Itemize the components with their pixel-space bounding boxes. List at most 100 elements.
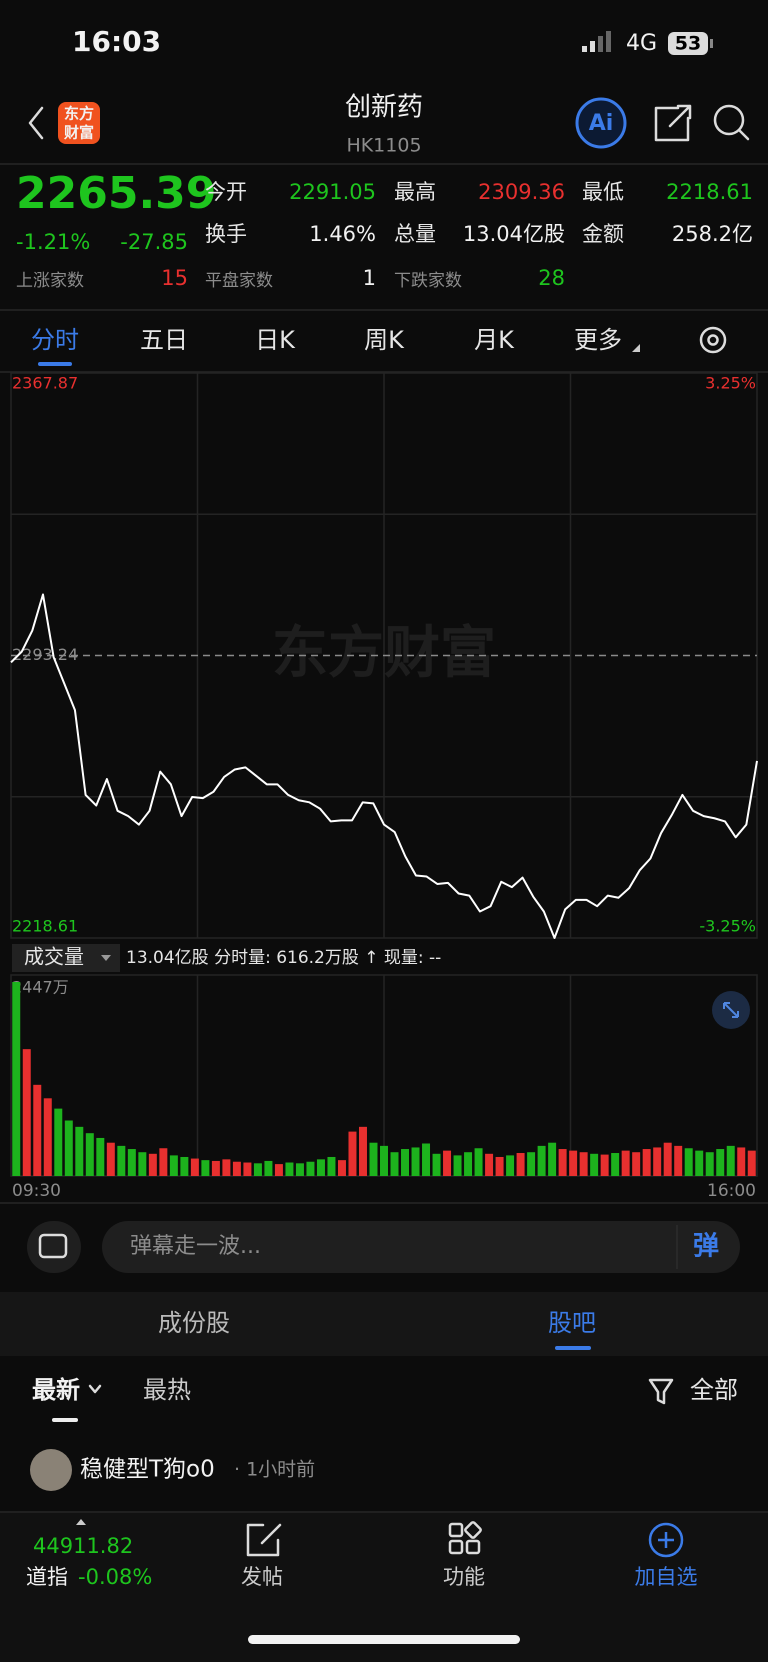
post-author[interactable]: 稳健型T狗o0 — [80, 1457, 215, 1483]
section-tab[interactable]: 股吧 — [548, 1309, 596, 1337]
search-button[interactable] — [713, 104, 750, 141]
network-type: 4G — [626, 31, 657, 56]
volume-bar — [337, 1160, 346, 1176]
volume-bar — [558, 1149, 567, 1176]
volume-bar — [684, 1148, 693, 1176]
change-amount: -27.85 — [120, 230, 188, 254]
volume-bar — [159, 1148, 168, 1176]
stat-value: 28 — [538, 266, 565, 290]
volume-bar — [327, 1156, 336, 1176]
volume-bar — [611, 1153, 620, 1176]
sort-tab[interactable]: 最新 — [32, 1376, 80, 1404]
stat-value: 2218.61 — [666, 180, 753, 204]
volume-bar — [537, 1145, 546, 1176]
battery-icon — [668, 32, 708, 55]
volume-bar — [401, 1149, 410, 1176]
danmaku-icon — [38, 1233, 68, 1259]
status-time: 16:03 — [72, 25, 161, 58]
stat-label: 下跌家数 — [394, 271, 462, 291]
stat-label: 总量 — [394, 222, 436, 246]
volume-bar — [295, 1163, 304, 1176]
volume-bar — [180, 1156, 189, 1176]
period-tab[interactable]: 更多 — [574, 326, 622, 354]
filter-all[interactable]: 全部 — [690, 1376, 738, 1404]
period-tab[interactable]: 日K — [255, 326, 296, 354]
volume-bar — [358, 1126, 367, 1176]
add-watch-icon — [648, 1522, 684, 1558]
volume-selector[interactable] — [12, 944, 120, 972]
volume-bar — [106, 1142, 115, 1176]
index-value[interactable]: 44911.82 — [33, 1534, 133, 1558]
period-tab[interactable]: 周K — [364, 326, 405, 354]
battery-tip — [710, 39, 713, 48]
period-tab[interactable]: 分时 — [31, 326, 79, 354]
volume-bar — [516, 1153, 525, 1176]
nav-item[interactable]: 加自选 — [635, 1565, 698, 1589]
volume-bar — [85, 1133, 94, 1176]
volume-bar — [306, 1161, 315, 1176]
volume-bar — [264, 1160, 273, 1176]
volume-bar — [485, 1153, 494, 1176]
y-tick-label: 2218.61 — [12, 917, 78, 936]
volume-bar — [64, 1120, 73, 1176]
index-name[interactable]: 道指 — [26, 1565, 68, 1589]
volume-bar — [201, 1160, 210, 1176]
expand-icon — [723, 1002, 739, 1018]
y-tick-label: 2447万 — [12, 978, 69, 997]
volume-bar — [96, 1137, 105, 1176]
volume-bar — [443, 1150, 452, 1176]
filter-icon[interactable] — [648, 1378, 674, 1405]
volume-bar — [474, 1148, 483, 1176]
back-button[interactable] — [28, 106, 44, 140]
y-tick-label: 2293.24 — [12, 645, 78, 664]
logo-text: 东方 — [64, 105, 94, 123]
price-line — [10, 593, 758, 939]
volume-bar — [169, 1155, 178, 1176]
volume-bar — [674, 1145, 683, 1176]
nav-item[interactable]: 功能 — [443, 1565, 485, 1589]
section-tab[interactable]: 成份股 — [158, 1309, 230, 1337]
volume-bar — [653, 1147, 662, 1176]
danmaku-send[interactable]: 弹 — [693, 1232, 719, 1262]
last-price: 2265.39 — [16, 168, 216, 219]
volume-bar — [579, 1152, 588, 1176]
settings-button[interactable] — [699, 326, 727, 354]
x-tick-label: 09:30 — [12, 1181, 61, 1201]
avatar[interactable] — [30, 1449, 72, 1491]
app-logo[interactable] — [58, 102, 100, 144]
volume-bar — [222, 1159, 231, 1176]
comment-input[interactable] — [102, 1221, 740, 1273]
nav-item[interactable]: 发帖 — [241, 1565, 283, 1589]
sort-tab[interactable]: 最热 — [143, 1376, 191, 1404]
danmaku-toggle[interactable] — [27, 1221, 81, 1273]
volume-bar — [33, 1084, 42, 1176]
sort-arrow — [88, 1384, 102, 1394]
stat-value: 2309.36 — [478, 180, 565, 204]
volume-bar — [527, 1152, 536, 1176]
volume-bar — [232, 1161, 241, 1176]
price-chart: 2218.61 2293.24 2367.87 -3.25% 3.25% — [10, 373, 758, 939]
volume-bar — [369, 1142, 378, 1176]
volume-bar — [211, 1160, 220, 1176]
period-tab[interactable]: 月K — [474, 326, 515, 354]
volume-bar — [495, 1156, 504, 1176]
volume-bar — [590, 1153, 599, 1176]
share-button[interactable] — [654, 104, 692, 142]
volume-bar — [422, 1143, 431, 1176]
stat-label: 最高 — [394, 180, 436, 204]
volume-bar — [243, 1162, 252, 1176]
tab-indicator — [555, 1346, 591, 1350]
y2-tick-label: -3.25% — [699, 917, 756, 936]
volume-bar — [117, 1145, 126, 1176]
comment-placeholder: 弹幕走一波... — [130, 1234, 261, 1259]
page-title: 创新药 — [345, 93, 423, 123]
ai-button[interactable] — [575, 97, 627, 149]
volume-bar — [464, 1152, 473, 1176]
volume-bar — [642, 1149, 651, 1176]
volume-bar — [695, 1150, 704, 1176]
period-tab[interactable]: 五日 — [140, 326, 188, 354]
section-tabs — [0, 1292, 768, 1356]
function-icon — [448, 1521, 482, 1555]
index-change[interactable]: -0.08% — [78, 1565, 152, 1589]
